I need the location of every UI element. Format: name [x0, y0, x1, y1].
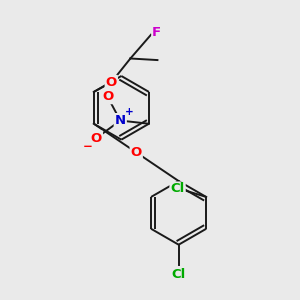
Text: O: O [91, 132, 102, 145]
Text: +: + [125, 106, 134, 117]
Text: O: O [106, 76, 117, 89]
Text: Cl: Cl [170, 182, 185, 196]
Text: N: N [115, 114, 126, 127]
Text: Cl: Cl [172, 268, 186, 281]
Text: O: O [102, 90, 113, 103]
Text: F: F [152, 26, 161, 39]
Text: −: − [82, 140, 92, 152]
Text: O: O [130, 146, 142, 159]
